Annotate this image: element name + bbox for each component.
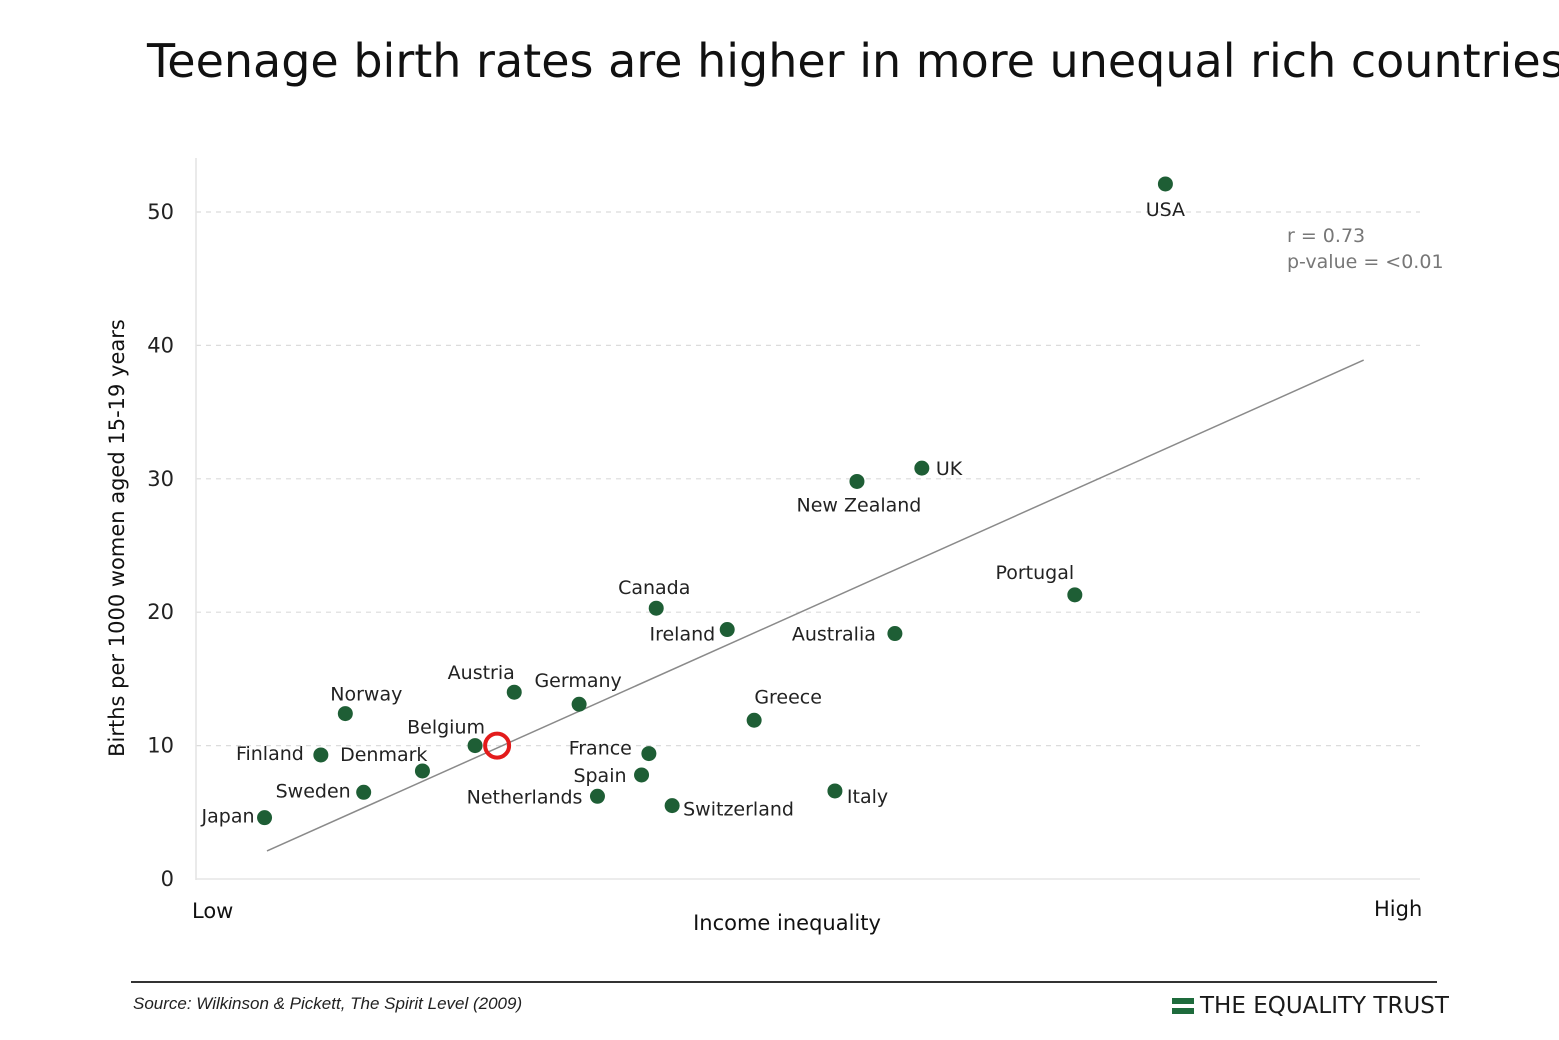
point-label-japan: Japan	[201, 806, 255, 828]
y-tick-label: 40	[147, 333, 174, 357]
point-ireland	[719, 622, 735, 638]
x-axis-low-label: Low	[192, 899, 233, 923]
point-greece	[746, 712, 762, 728]
point-usa	[1157, 176, 1173, 192]
point-france	[641, 746, 657, 762]
gridlines	[196, 211, 1420, 880]
point-label-new-zealand: New Zealand	[797, 494, 922, 516]
point-austria	[506, 684, 522, 700]
footer-divider	[131, 981, 1437, 983]
point-label-sweden: Sweden	[276, 780, 351, 802]
point-netherlands	[589, 788, 605, 804]
point-label-france: France	[569, 738, 632, 760]
point-belgium	[467, 738, 483, 754]
point-label-portugal: Portugal	[995, 562, 1074, 584]
x-axis-label: Income inequality	[693, 911, 881, 935]
y-tick-label: 50	[147, 200, 174, 224]
highlight-marker	[483, 731, 512, 760]
data-points: USA UK New Zealand Portugal Canada Ireland Aus…	[201, 176, 1185, 828]
point-switzerland	[664, 798, 680, 814]
point-canada	[648, 600, 664, 616]
point-finland	[313, 747, 329, 763]
brand-name: THE EQUALITY TRUST	[1200, 993, 1449, 1019]
chart-title: Teenage birth rates are higher in more u…	[147, 34, 1559, 88]
point-portugal	[1067, 587, 1083, 603]
point-label-switzerland: Switzerland	[683, 799, 794, 821]
point-label-usa: USA	[1146, 199, 1185, 221]
point-label-belgium: Belgium	[407, 717, 485, 739]
scatter-chart: 0 10 20 30 40 50 Births per 1000 women aged 1…	[105, 158, 1444, 935]
point-label-finland: Finland	[236, 743, 304, 765]
point-uk	[914, 460, 930, 476]
point-label-germany: Germany	[534, 670, 621, 692]
equals-icon	[1172, 998, 1194, 1014]
y-tick-label: 0	[161, 867, 174, 891]
point-japan	[257, 810, 273, 826]
point-italy	[827, 783, 843, 799]
point-label-greece: Greece	[754, 686, 822, 708]
point-sweden	[356, 784, 372, 800]
y-tick-label: 20	[147, 600, 174, 624]
point-label-ireland: Ireland	[649, 624, 715, 646]
point-norway	[337, 706, 353, 722]
point-denmark	[414, 763, 430, 779]
brand-logo[interactable]: THE EQUALITY TRUST	[1172, 993, 1449, 1019]
point-label-norway: Norway	[330, 684, 402, 706]
point-spain	[634, 767, 650, 783]
point-label-denmark: Denmark	[340, 744, 427, 766]
trend-line	[266, 359, 1365, 852]
point-label-austria: Austria	[448, 662, 515, 684]
y-tick-labels: 0 10 20 30 40 50	[147, 200, 174, 891]
point-australia	[887, 626, 903, 642]
point-label-netherlands: Netherlands	[467, 786, 583, 808]
point-new-zealand	[849, 473, 865, 489]
x-axis-high-label: High	[1374, 897, 1422, 921]
point-label-italy: Italy	[847, 786, 888, 808]
correlation-r: r = 0.73	[1287, 225, 1365, 247]
y-tick-label: 10	[147, 734, 174, 758]
y-axis-label: Births per 1000 women aged 15-19 years	[105, 319, 129, 757]
y-tick-label: 30	[147, 467, 174, 491]
point-label-spain: Spain	[573, 765, 626, 787]
point-label-uk: UK	[936, 458, 963, 480]
source-note: Source: Wilkinson & Pickett, The Spirit …	[133, 994, 523, 1013]
point-label-australia: Australia	[792, 624, 876, 646]
p-value: p-value = <0.01	[1287, 251, 1444, 273]
point-label-canada: Canada	[618, 577, 690, 599]
point-germany	[571, 696, 587, 712]
